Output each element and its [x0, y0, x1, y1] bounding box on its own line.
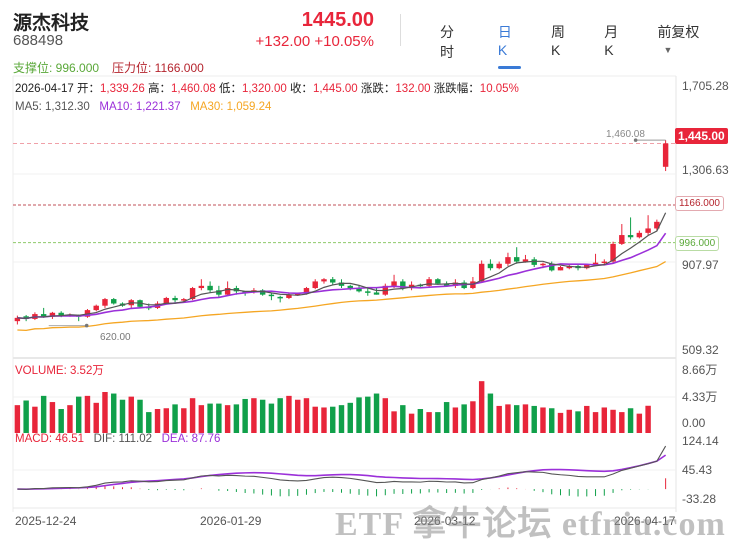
macd-value: MACD: 46.51 [15, 433, 85, 445]
dif-value: DIF: 111.02 [93, 433, 153, 445]
tab-label: 日K [497, 24, 512, 58]
tab-daily-k[interactable]: 日K [497, 22, 522, 69]
tab-monthly-k[interactable]: 月K [604, 22, 627, 62]
price-axis-tick: 907.97 [682, 258, 719, 272]
macd-axis-tick: 124.14 [682, 434, 719, 448]
date-axis-tick: 2026-03-12 [414, 514, 476, 528]
tab-label: 分时 [440, 24, 454, 60]
price-axis-tick: 1,705.28 [682, 79, 729, 93]
date-axis-tick: 2025-12-24 [15, 514, 77, 528]
ma10-value: MA10: 1,221.37 [99, 101, 181, 113]
support-level: 支撑位: 996.000 [13, 61, 100, 75]
ma-legend: MA5: 1,312.30 MA10: 1,221.37 MA30: 1,059… [15, 101, 271, 113]
tab-label: 前复权 [657, 24, 700, 40]
info-pct-key: 涨跌幅： [433, 83, 480, 95]
period-tabs: 分时 日K 周K 月K 前复权 ▼ [440, 22, 744, 69]
tab-label: 月K [604, 24, 619, 58]
macd-legend: MACD: 46.51 DIF: 111.02 DEA: 87.76 [15, 433, 220, 445]
price-axis-tick: 1,306.63 [682, 163, 729, 177]
stock-name: 源杰科技 [13, 13, 90, 34]
info-low-value: 1,320.00 [241, 83, 287, 95]
tab-weekly-k[interactable]: 周K [551, 22, 574, 62]
info-close-value: 1,445.00 [312, 83, 358, 95]
period-low-marker: 620.00 [100, 332, 131, 343]
pressure-tag: 1166.000 [675, 196, 724, 211]
macd-axis-tick: 45.43 [682, 463, 713, 477]
date-axis-tick: 2026-01-29 [200, 514, 262, 528]
current-price: 1445.00 [301, 9, 374, 31]
volume-axis-tick: 0.00 [682, 416, 706, 430]
info-change-value: 132.00 [395, 83, 431, 95]
ohlc-infobar: 2026-04-17 开：1,339.26 高：1,460.08 低：1,320… [15, 80, 519, 96]
stock-code: 688498 [13, 32, 64, 49]
support-tag: 996.000 [675, 236, 720, 251]
period-high-marker: 1,460.08 [606, 129, 645, 140]
date-axis-tick: 2026-04-17 [614, 514, 676, 528]
info-open-key: 开： [77, 83, 101, 95]
caret-down-icon: ▼ [663, 45, 673, 55]
ma5-value: MA5: 1,312.30 [15, 101, 90, 113]
info-open-value: 1,339.26 [100, 83, 145, 95]
watermark: ETF 拿牛论坛 etfniu.com [335, 506, 726, 543]
volume-axis-tick: 8.66万 [682, 363, 718, 377]
macd-axis-tick: -33.28 [682, 492, 717, 506]
info-high-key: 高： [148, 83, 171, 95]
ma30-value: MA30: 1,059.24 [190, 101, 272, 113]
price-axis-tick: 509.32 [682, 343, 719, 357]
header: 源杰科技 688498 1445.00 +132.00 +10.05% 支撑位:… [0, 0, 744, 80]
dea-value: DEA: 87.76 [161, 433, 221, 445]
price-change: +132.00 +10.05% [255, 33, 374, 50]
volume-axis-tick: 4.33万 [682, 390, 718, 404]
volume-label: VOLUME: 3.52万 [15, 365, 104, 377]
pressure-level: 压力位: 1166.000 [112, 61, 204, 75]
info-date: 2026-04-17 [15, 83, 74, 95]
adjust-dropdown[interactable]: 前复权 ▼ [657, 22, 714, 62]
info-pct-value: 10.05% [479, 83, 519, 95]
info-high-value: 1,460.08 [171, 83, 216, 95]
tab-label: 周K [551, 24, 566, 58]
info-close-key: 收： [289, 83, 313, 95]
info-low-key: 低： [218, 83, 242, 95]
tab-intraday[interactable]: 分时 [440, 22, 468, 62]
last-price-tag: 1,445.00 [675, 128, 728, 144]
info-change-key: 涨跌： [360, 83, 396, 95]
header-divider [400, 14, 401, 46]
